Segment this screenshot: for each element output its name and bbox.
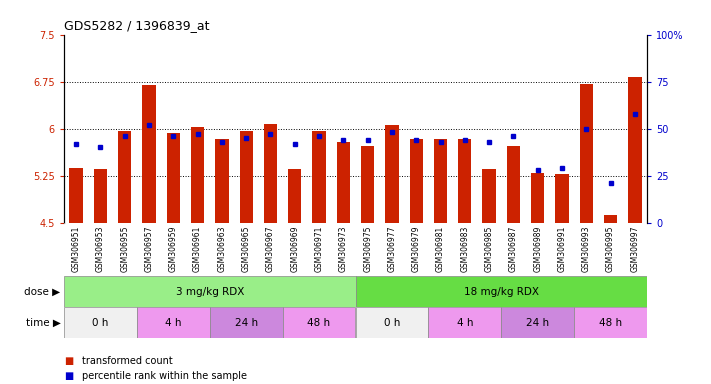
- Text: GSM306995: GSM306995: [606, 225, 615, 272]
- Bar: [385, 125, 399, 223]
- Text: transformed count: transformed count: [82, 356, 173, 366]
- Bar: [458, 139, 471, 223]
- Bar: [356, 307, 428, 338]
- Text: 48 h: 48 h: [307, 318, 331, 328]
- Text: dose ▶: dose ▶: [24, 287, 60, 297]
- Text: GSM306973: GSM306973: [339, 225, 348, 272]
- Bar: [215, 139, 228, 223]
- Bar: [361, 146, 374, 223]
- Text: GSM306961: GSM306961: [193, 225, 202, 272]
- Text: GSM306953: GSM306953: [96, 225, 105, 272]
- Text: GSM306957: GSM306957: [144, 225, 154, 272]
- Text: GSM306963: GSM306963: [218, 225, 226, 272]
- Text: GSM306971: GSM306971: [314, 225, 324, 272]
- Text: GSM306989: GSM306989: [533, 225, 542, 272]
- Text: GSM306951: GSM306951: [72, 225, 80, 272]
- Bar: [94, 169, 107, 223]
- Text: GSM306991: GSM306991: [557, 225, 567, 272]
- Bar: [264, 124, 277, 223]
- Bar: [288, 169, 301, 223]
- Bar: [191, 127, 204, 223]
- Bar: [356, 276, 647, 307]
- Bar: [118, 131, 132, 223]
- Text: 24 h: 24 h: [526, 318, 550, 328]
- Text: GSM306969: GSM306969: [290, 225, 299, 272]
- Text: GSM306983: GSM306983: [460, 225, 469, 272]
- Bar: [483, 169, 496, 223]
- Text: GSM306977: GSM306977: [387, 225, 397, 272]
- Text: GSM306975: GSM306975: [363, 225, 372, 272]
- Text: GSM306967: GSM306967: [266, 225, 275, 272]
- Text: 24 h: 24 h: [235, 318, 258, 328]
- Text: GSM306981: GSM306981: [436, 225, 445, 271]
- Bar: [70, 167, 82, 223]
- Text: GSM306955: GSM306955: [120, 225, 129, 272]
- Bar: [210, 307, 283, 338]
- Text: 4 h: 4 h: [165, 318, 181, 328]
- Bar: [240, 131, 253, 223]
- Bar: [531, 173, 545, 223]
- Bar: [312, 131, 326, 223]
- Bar: [579, 84, 593, 223]
- Bar: [428, 307, 501, 338]
- Text: percentile rank within the sample: percentile rank within the sample: [82, 371, 247, 381]
- Text: 4 h: 4 h: [456, 318, 473, 328]
- Text: 48 h: 48 h: [599, 318, 622, 328]
- Bar: [64, 276, 356, 307]
- Bar: [629, 77, 641, 223]
- Text: ■: ■: [64, 371, 73, 381]
- Bar: [604, 215, 617, 223]
- Bar: [434, 139, 447, 223]
- Text: 0 h: 0 h: [384, 318, 400, 328]
- Text: GSM306997: GSM306997: [631, 225, 639, 272]
- Bar: [137, 307, 210, 338]
- Text: ■: ■: [64, 356, 73, 366]
- Bar: [501, 307, 574, 338]
- Bar: [574, 307, 647, 338]
- Text: GSM306987: GSM306987: [509, 225, 518, 272]
- Text: time ▶: time ▶: [26, 318, 60, 328]
- Text: 18 mg/kg RDX: 18 mg/kg RDX: [464, 287, 539, 297]
- Text: GSM306985: GSM306985: [485, 225, 493, 272]
- Text: GSM306965: GSM306965: [242, 225, 251, 272]
- Bar: [142, 85, 156, 223]
- Bar: [410, 139, 423, 223]
- Text: GDS5282 / 1396839_at: GDS5282 / 1396839_at: [64, 19, 210, 32]
- Bar: [507, 146, 520, 223]
- Text: GSM306993: GSM306993: [582, 225, 591, 272]
- Text: GSM306959: GSM306959: [169, 225, 178, 272]
- Bar: [282, 307, 356, 338]
- Bar: [64, 307, 137, 338]
- Bar: [555, 174, 569, 223]
- Text: 3 mg/kg RDX: 3 mg/kg RDX: [176, 287, 244, 297]
- Text: GSM306979: GSM306979: [412, 225, 421, 272]
- Bar: [166, 133, 180, 223]
- Text: 0 h: 0 h: [92, 318, 109, 328]
- Bar: [337, 142, 350, 223]
